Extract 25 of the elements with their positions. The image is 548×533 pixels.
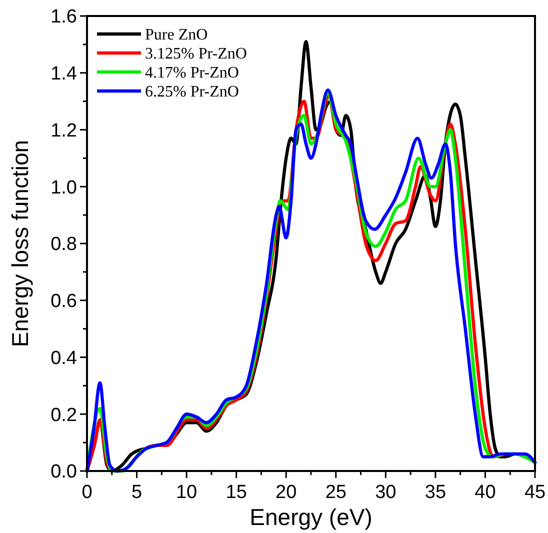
y-tick-label: 0.0: [50, 462, 77, 483]
x-tick-label: 30: [375, 482, 396, 503]
x-tick-label: 0: [82, 482, 92, 503]
x-tick-label: 20: [276, 482, 297, 503]
legend-label: Pure ZnO: [145, 26, 208, 44]
y-tick-label: 0.6: [50, 291, 77, 312]
x-tick-label: 15: [226, 482, 247, 503]
y-tick-label: 0.4: [50, 348, 78, 369]
y-tick-label: 1.4: [50, 64, 78, 85]
legend-label: 4.17% Pr-ZnO: [145, 64, 239, 82]
y-tick-label: 1.2: [50, 120, 77, 142]
x-tick-label: 25: [325, 482, 346, 503]
x-tick-label: 5: [131, 482, 142, 503]
x-axis-title: Energy (eV): [250, 504, 372, 530]
x-tick-label: 45: [524, 482, 546, 503]
x-tick-label: 40: [474, 482, 496, 503]
x-tick-label: 10: [176, 482, 198, 503]
legend-label: 6.25% Pr-ZnO: [145, 84, 239, 101]
legend-label: 3.125% Pr-ZnO: [145, 46, 247, 63]
y-tick-label: 0.8: [50, 234, 77, 256]
y-axis-title: Energy loss function: [7, 140, 33, 348]
y-tick-label: 1.0: [50, 177, 77, 198]
y-tick-label: 0.2: [50, 404, 77, 426]
x-tick-label: 35: [424, 482, 446, 503]
y-tick-label: 1.6: [50, 6, 77, 28]
